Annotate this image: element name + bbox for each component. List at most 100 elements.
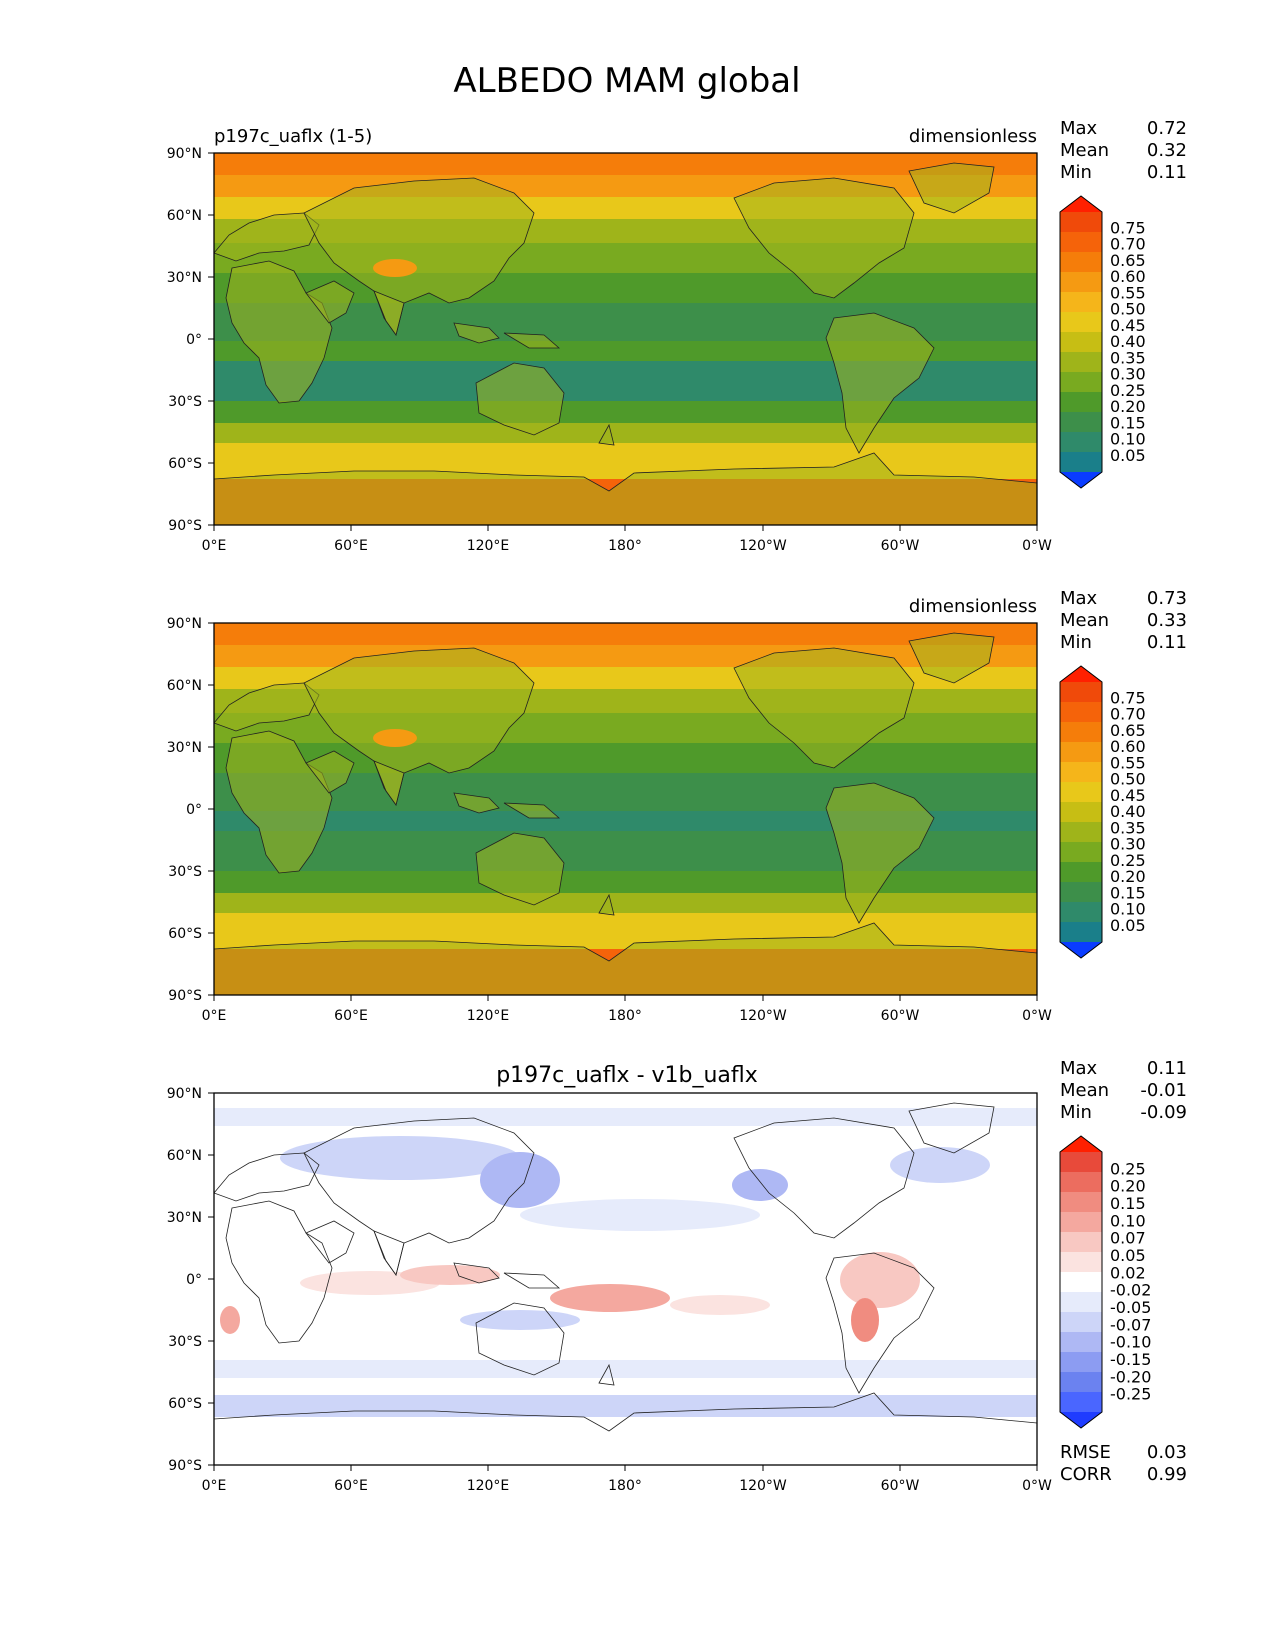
colorbar-segment <box>1060 232 1102 253</box>
y-tick-label: 90°N <box>167 616 202 632</box>
colorbar-tick-label: 0.05 <box>1110 1246 1146 1265</box>
panel-difference: p197c_uaflx - v1b_uaflx 90°N 60°N <box>167 1058 1187 1494</box>
colorbar-outline <box>1059 665 1103 959</box>
colorbar-tick-label: 0.25 <box>1110 851 1146 870</box>
colorbar-segment <box>1060 1372 1102 1393</box>
colorbar-tick-label: 0.50 <box>1110 770 1146 789</box>
colorbar-tick-label: 0.60 <box>1110 737 1146 756</box>
colorbar-segment <box>1060 1272 1102 1293</box>
colorbar-tick-label: 0.25 <box>1110 1159 1146 1178</box>
stat-label: Max <box>1060 588 1098 609</box>
colorbar-extend-top <box>1060 1136 1102 1152</box>
panel-left-title: p197c_uaflx (1-5) <box>214 126 372 147</box>
colorbar-extend-bottom <box>1060 1412 1102 1428</box>
panel-test: p197c_uaflx (1-5) dimensionless 90°N 60°… <box>167 118 1187 554</box>
x-tick-label: 60°E <box>334 1008 368 1024</box>
stat-label: Mean <box>1060 610 1109 631</box>
colorbar-extend-bottom <box>1060 472 1102 488</box>
colorbar-tick-label: -0.25 <box>1110 1385 1151 1404</box>
stat-label: RMSE <box>1060 1442 1111 1463</box>
colorbar-tick-label: 0.10 <box>1110 1211 1146 1230</box>
y-tick-label: 90°S <box>168 1458 202 1474</box>
x-axis: 0°E 60°E 120°E 180° 120°W 60°W 0°W <box>202 525 1052 554</box>
colorbar-tick-label: 0.60 <box>1110 267 1146 286</box>
colorbar-segment <box>1060 272 1102 293</box>
stat-value: 0.11 <box>1147 1058 1187 1079</box>
colorbar-tick-label: 0.65 <box>1110 721 1146 740</box>
colorbar-tick-label: 0.75 <box>1110 688 1146 707</box>
x-tick-label: 60°E <box>334 1478 368 1494</box>
stat-label: Max <box>1060 1058 1098 1079</box>
x-tick-label: 0°W <box>1022 1478 1052 1494</box>
rmse-corr-block: RMSE 0.03 CORR 0.99 <box>1060 1442 1187 1485</box>
y-axis: 90°N 60°N 30°N 0° 30°S 60°S 90°S <box>167 616 214 1004</box>
x-tick-label: 180° <box>608 1478 642 1494</box>
colorbar-tick-label: 0.70 <box>1110 705 1146 724</box>
figure-title: ALBEDO MAM global <box>453 61 800 101</box>
stats-block: Max 0.73 Mean 0.33 Min 0.11 <box>1060 588 1187 653</box>
x-tick-label: 60°E <box>334 538 368 554</box>
x-tick-label: 120°W <box>739 1478 787 1494</box>
colorbar-tick-label: 0.15 <box>1110 1194 1146 1213</box>
x-tick-label: 0°E <box>202 1008 227 1024</box>
colorbar-segment <box>1060 1252 1102 1273</box>
x-tick-label: 0°E <box>202 1478 227 1494</box>
colorbar-segment <box>1060 902 1102 923</box>
colorbar-tick-label: -0.05 <box>1110 1298 1151 1317</box>
stat-label: Max <box>1060 118 1098 139</box>
colorbar-segment <box>1060 1332 1102 1353</box>
stat-label: CORR <box>1060 1464 1112 1485</box>
colorbar-tick-label: 0.65 <box>1110 251 1146 270</box>
y-tick-label: 90°N <box>167 1086 202 1102</box>
colorbar-segment <box>1060 1192 1102 1213</box>
stat-value: 0.99 <box>1147 1464 1187 1485</box>
y-tick-label: 0° <box>186 1272 202 1288</box>
stat-label: Min <box>1060 632 1092 653</box>
colorbar-segment <box>1060 682 1102 703</box>
x-tick-label: 180° <box>608 538 642 554</box>
x-tick-label: 60°W <box>881 1008 920 1024</box>
colorbar-segment <box>1060 1312 1102 1333</box>
colorbar-segment <box>1060 1152 1102 1173</box>
x-tick-label: 120°W <box>739 538 787 554</box>
y-tick-label: 0° <box>186 332 202 348</box>
colorbar-outline <box>1059 195 1103 489</box>
colorbar: 0.750.700.650.600.550.500.450.400.350.30… <box>1059 665 1146 959</box>
colorbar-segment <box>1060 822 1102 843</box>
y-tick-label: 30°S <box>168 394 202 410</box>
colorbar-segment <box>1060 252 1102 273</box>
colorbar-segment <box>1060 722 1102 743</box>
colorbar-segment <box>1060 432 1102 453</box>
panel-units: dimensionless <box>909 126 1037 147</box>
x-tick-label: 180° <box>608 1008 642 1024</box>
stat-value: -0.09 <box>1140 1102 1187 1123</box>
y-tick-label: 90°S <box>168 518 202 534</box>
x-axis: 0°E 60°E 120°E 180° 120°W 60°W 0°W <box>202 995 1052 1024</box>
colorbar-tick-label: 0.30 <box>1110 365 1146 384</box>
colorbar-tick-label: 0.05 <box>1110 446 1146 465</box>
colorbar-segment <box>1060 922 1102 943</box>
y-tick-label: 60°N <box>167 678 202 694</box>
stat-label: Mean <box>1060 1080 1109 1101</box>
colorbar-extend-top <box>1060 666 1102 682</box>
colorbar-tick-label: 0.20 <box>1110 867 1146 886</box>
stat-value: -0.01 <box>1140 1080 1187 1101</box>
y-tick-label: 60°N <box>167 1148 202 1164</box>
colorbar-tick-label: -0.15 <box>1110 1350 1151 1369</box>
colorbar-tick-label: -0.20 <box>1110 1367 1151 1386</box>
colorbar-tick-label: 0.40 <box>1110 802 1146 821</box>
y-tick-label: 60°S <box>168 926 202 942</box>
x-tick-label: 120°W <box>739 1008 787 1024</box>
colorbar-tick-label: 0.35 <box>1110 818 1146 837</box>
stat-value: 0.03 <box>1147 1442 1187 1463</box>
panel-units: dimensionless <box>909 596 1037 617</box>
colorbar-segment <box>1060 352 1102 373</box>
x-tick-label: 0°W <box>1022 1008 1052 1024</box>
colorbar-tick-label: 0.55 <box>1110 283 1146 302</box>
y-tick-label: 30°N <box>167 270 202 286</box>
y-tick-label: 90°S <box>168 988 202 1004</box>
colorbar-segment <box>1060 372 1102 393</box>
colorbar-tick-label: 0.20 <box>1110 397 1146 416</box>
x-tick-label: 120°E <box>467 1008 510 1024</box>
